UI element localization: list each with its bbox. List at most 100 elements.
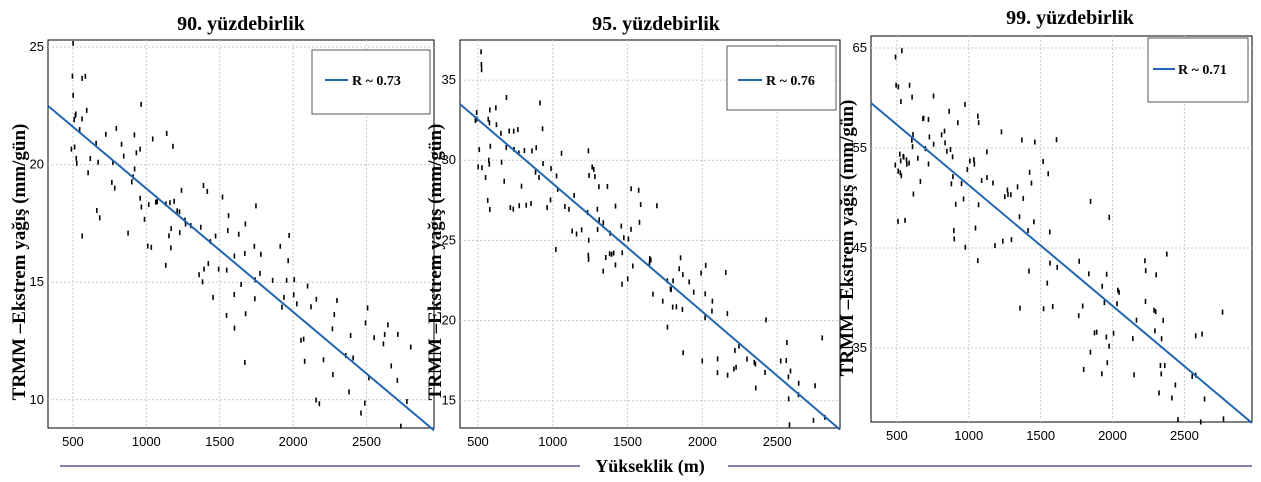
data-point	[133, 132, 136, 138]
data-point	[72, 40, 74, 46]
data-point	[198, 272, 200, 278]
data-point	[1089, 349, 1092, 355]
data-point	[396, 377, 399, 383]
data-point	[724, 269, 727, 275]
data-point	[546, 205, 548, 211]
data-point	[127, 230, 129, 236]
data-point	[948, 108, 951, 114]
data-point	[1221, 309, 1224, 315]
data-point	[302, 336, 305, 342]
data-point	[630, 226, 632, 232]
data-point	[283, 294, 285, 300]
data-point	[932, 93, 935, 99]
data-point	[1133, 372, 1135, 378]
data-point	[911, 137, 913, 143]
data-point	[897, 218, 899, 224]
data-point	[652, 291, 654, 297]
data-point	[900, 99, 902, 105]
data-point	[240, 281, 242, 287]
data-point	[954, 201, 957, 207]
data-point	[233, 253, 236, 259]
chart-title: 90. yüzdebirlik	[177, 13, 306, 35]
data-point	[1159, 363, 1162, 369]
data-point	[178, 230, 181, 236]
data-point	[531, 148, 533, 154]
data-point	[1018, 214, 1021, 220]
legend-label: R ~ 0.76	[766, 74, 815, 89]
data-point	[523, 148, 526, 154]
data-point	[797, 380, 800, 386]
data-point	[1203, 396, 1206, 402]
data-point	[217, 266, 220, 272]
data-point	[1048, 229, 1051, 235]
data-point	[1154, 309, 1157, 315]
data-point	[201, 279, 204, 285]
data-point	[682, 350, 684, 356]
data-point	[1081, 303, 1084, 309]
data-point	[950, 181, 953, 187]
data-point	[352, 355, 354, 361]
data-point	[150, 244, 153, 250]
data-point	[480, 49, 482, 55]
data-point	[512, 206, 515, 212]
data-point	[735, 364, 737, 370]
data-point	[917, 155, 919, 161]
data-point	[1132, 336, 1134, 342]
data-points	[474, 49, 826, 428]
y-tick-label: 20	[30, 157, 44, 172]
data-point	[1028, 268, 1030, 274]
data-point	[96, 207, 98, 213]
y-tick-label: 10	[30, 392, 44, 407]
data-point	[285, 277, 288, 283]
data-point	[233, 325, 236, 331]
data-point	[509, 204, 512, 210]
data-point	[221, 194, 224, 200]
data-point	[400, 423, 402, 429]
data-point	[271, 277, 274, 283]
data-point	[168, 233, 170, 239]
data-point	[98, 215, 101, 221]
data-point	[520, 183, 523, 189]
legend-label: R ~ 0.71	[1178, 63, 1227, 78]
data-point	[1082, 366, 1085, 372]
data-point	[711, 308, 713, 314]
y-tick-label: 25	[30, 39, 44, 54]
tick-labels: 500 1000 1500 2000 2500 35 45 55 65	[853, 40, 1199, 443]
data-point	[904, 217, 906, 223]
y-tick-label: 30	[442, 152, 456, 167]
data-point	[964, 244, 967, 250]
data-point	[621, 281, 623, 287]
data-point	[606, 183, 609, 189]
data-point	[627, 236, 630, 242]
data-point	[688, 279, 691, 285]
data-point	[512, 128, 515, 134]
data-point	[348, 389, 350, 395]
data-point	[382, 341, 385, 347]
data-point	[486, 197, 489, 203]
data-point	[779, 358, 782, 364]
data-point	[814, 383, 816, 389]
data-point	[111, 179, 113, 185]
data-point	[233, 291, 236, 297]
data-point	[244, 359, 246, 365]
data-point	[475, 110, 478, 116]
x-tick-label: 2500	[763, 434, 792, 449]
data-point	[943, 128, 946, 134]
data-point	[692, 289, 695, 295]
y-axis-label: TRMM –Ekstrem yağış (mm/gün)	[837, 100, 858, 377]
data-point	[637, 187, 640, 193]
chart-title: 95. yüzdebirlik	[592, 13, 721, 35]
data-point	[897, 168, 899, 174]
panel-90th-percentile: 90. yüzdebirlik TRMM –Ekstrem yağış (mm/…	[9, 13, 435, 449]
data-point	[994, 243, 996, 249]
x-tick-label: 1000	[132, 434, 161, 449]
tick-labels: 500 1000 1500 2000 2500 10 15 20 25	[30, 39, 381, 449]
data-point	[172, 143, 174, 149]
data-point	[587, 252, 590, 258]
data-point	[951, 154, 954, 160]
data-point	[754, 385, 757, 391]
data-point	[139, 146, 141, 152]
data-point	[648, 261, 651, 267]
data-point	[681, 306, 684, 312]
data-point	[140, 204, 143, 210]
